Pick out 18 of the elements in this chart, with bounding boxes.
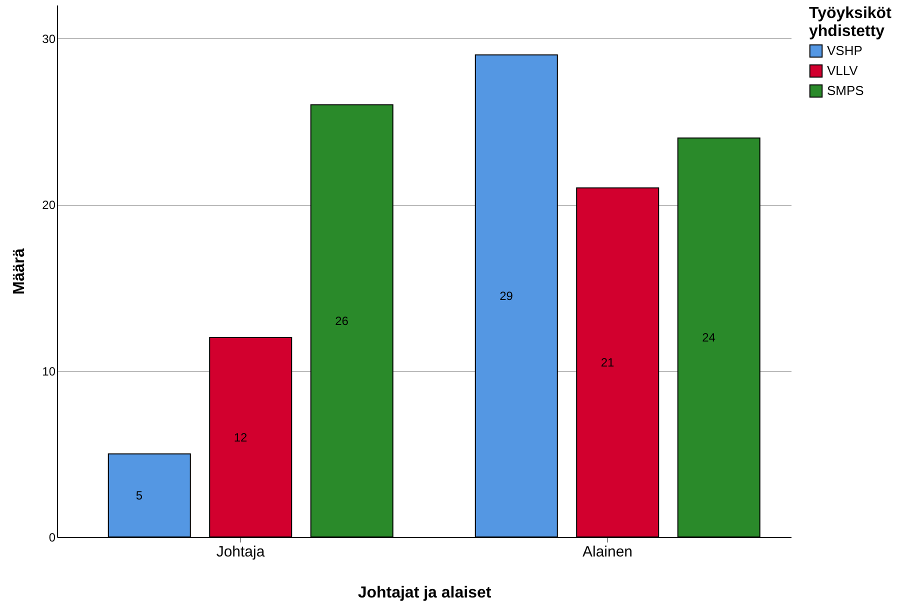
data-label: 29 bbox=[500, 288, 514, 303]
y-tick-label: 20 bbox=[42, 198, 56, 212]
legend-title: Työyksiköt yhdistetty bbox=[809, 5, 892, 40]
data-label: 21 bbox=[600, 355, 614, 370]
x-tick-label: Johtaja bbox=[216, 544, 266, 560]
legend-label: VLLV bbox=[827, 63, 858, 78]
legend-label: VSHP bbox=[827, 43, 862, 58]
y-tick-label: 10 bbox=[42, 364, 56, 378]
x-axis-title: Johtajat ja alaiset bbox=[358, 584, 492, 602]
data-label: 24 bbox=[702, 330, 716, 344]
data-label: 26 bbox=[335, 314, 349, 328]
x-tick-label: Alainen bbox=[582, 544, 633, 560]
y-tick-label: 0 bbox=[48, 530, 56, 544]
legend-label: SMPS bbox=[827, 83, 864, 98]
y-axis-title: Määrä bbox=[11, 248, 28, 295]
y-tick-label: 30 bbox=[42, 32, 56, 46]
data-label: 12 bbox=[234, 430, 248, 444]
data-label: 5 bbox=[136, 488, 143, 502]
